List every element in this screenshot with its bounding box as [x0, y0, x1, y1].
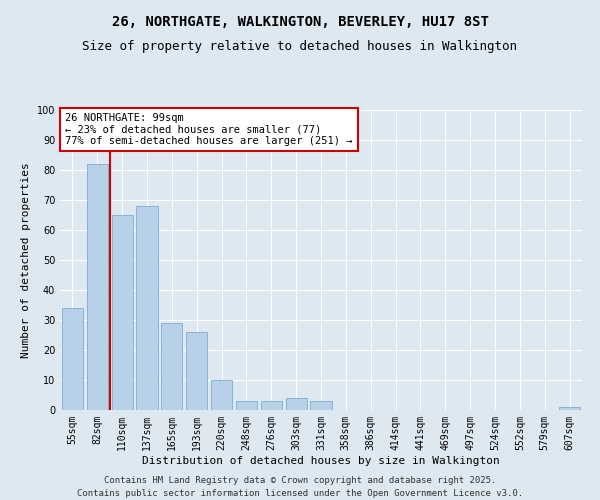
Bar: [62, 308, 83, 410]
Bar: [286, 398, 307, 410]
Bar: [112, 215, 133, 410]
Bar: [261, 401, 282, 410]
Bar: [236, 401, 257, 410]
Text: 26, NORTHGATE, WALKINGTON, BEVERLEY, HU17 8ST: 26, NORTHGATE, WALKINGTON, BEVERLEY, HU1…: [112, 15, 488, 29]
Bar: [186, 332, 207, 410]
Text: 26 NORTHGATE: 99sqm
← 23% of detached houses are smaller (77)
77% of semi-detach: 26 NORTHGATE: 99sqm ← 23% of detached ho…: [65, 113, 353, 146]
Text: Size of property relative to detached houses in Walkington: Size of property relative to detached ho…: [83, 40, 517, 53]
Bar: [211, 380, 232, 410]
Y-axis label: Number of detached properties: Number of detached properties: [21, 162, 31, 358]
Bar: [310, 401, 332, 410]
Bar: [559, 407, 580, 410]
Text: Contains HM Land Registry data © Crown copyright and database right 2025.
Contai: Contains HM Land Registry data © Crown c…: [77, 476, 523, 498]
Bar: [136, 206, 158, 410]
Bar: [87, 164, 108, 410]
Bar: [161, 323, 182, 410]
X-axis label: Distribution of detached houses by size in Walkington: Distribution of detached houses by size …: [142, 456, 500, 466]
